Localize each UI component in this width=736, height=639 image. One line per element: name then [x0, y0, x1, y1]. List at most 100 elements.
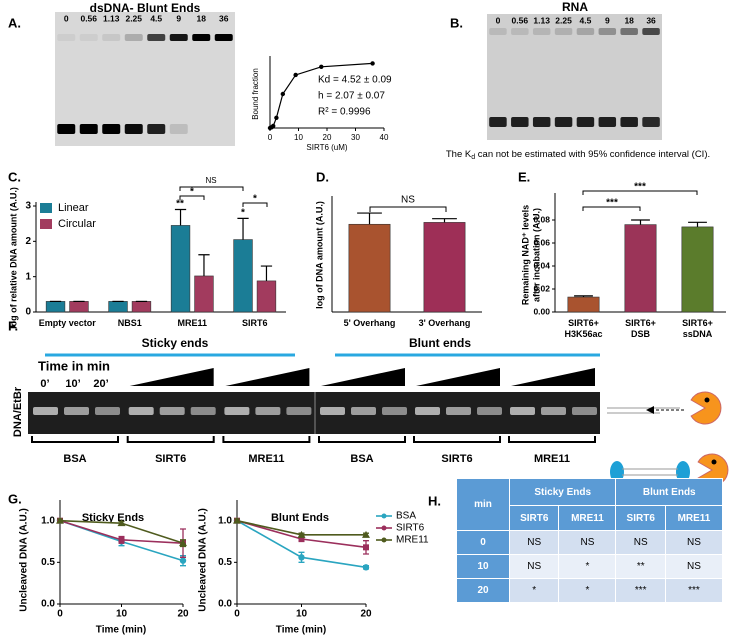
annotation: R² = 0.9996: [318, 107, 371, 118]
gel-band: [642, 117, 660, 127]
table-cell: NS: [664, 530, 724, 555]
marker: [298, 554, 305, 561]
table-cell: NS: [558, 530, 617, 555]
lane-label: 1.13: [103, 13, 120, 23]
annotation: h = 2.07 ± 0.07: [318, 91, 385, 102]
gel-band: [215, 124, 233, 134]
lane-group-label: BSA: [350, 453, 373, 465]
lane-label: 2.25: [555, 15, 572, 25]
lane-group-label: BSA: [63, 453, 86, 465]
chart-title: Blunt Ends: [271, 512, 329, 524]
gel-band: [95, 407, 120, 415]
gel-band: [192, 34, 211, 41]
y-tick-label: 0.00: [533, 306, 550, 316]
panel-label: A.: [8, 15, 21, 30]
lane-bracket: [222, 436, 311, 443]
gel-band: [79, 124, 98, 134]
gel-band: [320, 407, 345, 415]
panel-label: B.: [450, 15, 463, 30]
bar: [567, 296, 600, 313]
lane-label: 9: [176, 13, 181, 23]
time-tick: 10’: [65, 378, 80, 390]
gel-band: [124, 124, 143, 134]
y-tick-label: 1.0: [218, 515, 232, 526]
lane-bracket: [318, 436, 406, 443]
gel-band: [147, 124, 166, 134]
panel-label: H.: [428, 493, 441, 508]
x-tick-label: 0: [57, 609, 63, 620]
stats-table: min Sticky Ends Blunt Ends SIRT6 MRE11 SIR…: [456, 478, 724, 603]
table-column: SIRT6: [615, 505, 666, 531]
lane-group-label: MRE11: [534, 453, 570, 465]
x-tick-label: SIRT6: [241, 318, 268, 328]
lane-label: 4.5: [580, 15, 592, 25]
gel-band: [554, 117, 573, 127]
schematic: [607, 391, 729, 487]
caption-sub: d: [471, 154, 475, 161]
lane-bracket: [413, 436, 501, 443]
legend-label: BSA: [396, 511, 416, 522]
lane-label: 36: [219, 13, 229, 23]
marker: [362, 564, 370, 571]
lane-bracket: [508, 436, 596, 443]
panel-label: E.: [518, 169, 530, 184]
lane-label: 18: [197, 13, 207, 23]
gel-band: [102, 124, 121, 134]
brackets: [582, 190, 698, 211]
lane-label: 1.13: [533, 15, 550, 25]
error-bar: [688, 221, 707, 227]
y-tick-label: 3: [25, 201, 31, 212]
bracket: [369, 206, 447, 212]
y-axis-label: log of relative DNA amount (A.U.): [8, 187, 18, 329]
marker: [362, 530, 370, 538]
gel-band: [57, 124, 76, 134]
gel-band: [169, 34, 188, 41]
gel-band: [532, 117, 551, 127]
y-tick-label: 1: [25, 271, 31, 282]
x-tick-label: 20: [360, 609, 372, 620]
table-cell: **: [615, 554, 666, 579]
annotation: Kd = 4.52 ± 0.09: [318, 75, 392, 86]
gel-band: [532, 28, 551, 35]
table-cell: NS: [615, 530, 666, 555]
lane-label: 18: [624, 15, 634, 25]
gel-band: [415, 407, 440, 415]
y-axis-label: Remaining NAD⁺ levels: [520, 205, 530, 305]
y-tick-label: 0: [25, 307, 31, 318]
gel-band: [489, 117, 507, 127]
gel-band: [124, 34, 143, 41]
legend-swatch: [381, 513, 387, 519]
table-cell: NS: [664, 554, 724, 579]
x-tick-label: NBS1: [117, 318, 142, 328]
gel-band: [477, 407, 502, 415]
x-axis-label: Time (min): [276, 625, 326, 636]
x-tick-label: 40: [380, 133, 389, 142]
table-cell: ***: [664, 578, 724, 603]
x-tick-label: 10: [296, 609, 308, 620]
concentration-wedge: [321, 368, 405, 386]
annotation: *: [241, 208, 245, 219]
gel-band: [541, 407, 566, 415]
annotation: NS: [205, 176, 216, 185]
bar: [423, 222, 466, 313]
x-tick-label: 0: [234, 609, 240, 620]
table-cell: *: [508, 578, 560, 603]
lane-label: 0.56: [512, 15, 529, 25]
marker: [179, 539, 187, 547]
x-tick-label: Empty vector: [38, 318, 96, 328]
x-tick-label: 5' Overhang: [343, 318, 396, 328]
y-tick-label: 0.06: [533, 237, 550, 247]
gel-band: [214, 34, 233, 41]
table-cell: NS: [508, 530, 560, 555]
lane-bracket: [31, 436, 119, 443]
annotation: ***: [606, 198, 618, 209]
panel-label: F.: [8, 318, 18, 333]
error-bar: [357, 212, 382, 225]
table-corner: min: [456, 478, 510, 531]
table-cell: 20: [456, 578, 510, 603]
y-tick-label: 0.0: [41, 599, 55, 610]
x-tick-label: SIRT6+ DSB: [625, 318, 656, 339]
lane-label: 4.5: [150, 13, 162, 23]
brackets: [179, 186, 268, 207]
